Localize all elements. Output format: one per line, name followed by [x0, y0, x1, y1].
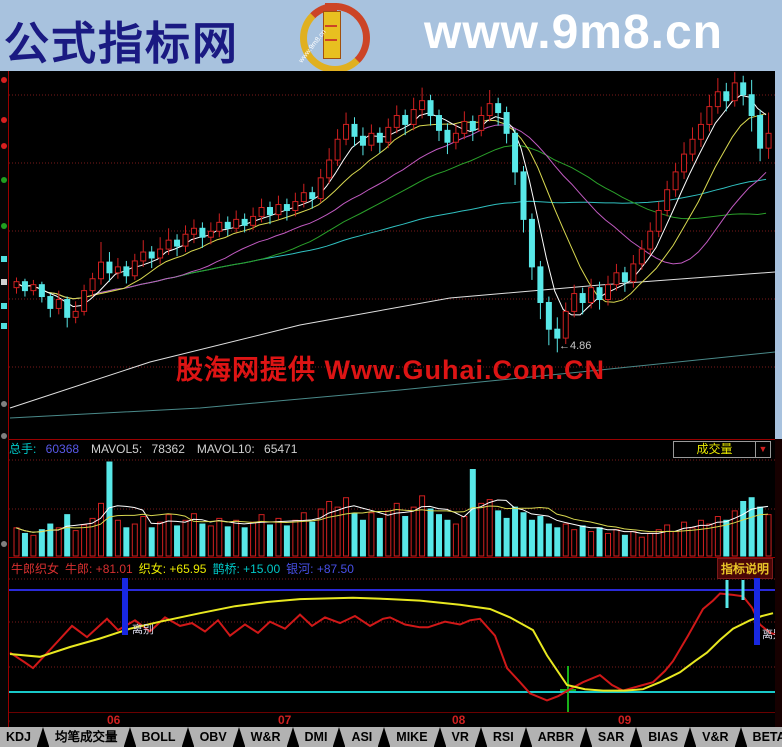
left-panel-fragment: [1, 177, 7, 183]
time-axis-label: 08: [452, 713, 466, 727]
tab-vr[interactable]: VR: [445, 727, 475, 747]
left-panel-fragment: [1, 143, 7, 149]
tab-asi[interactable]: ASI: [345, 727, 379, 747]
left-panel-fragment: [1, 279, 7, 285]
indicator-readout: 牛郎: +81.01: [65, 562, 133, 576]
left-panel-fragment: [1, 541, 7, 547]
indicator-help-button[interactable]: 指标说明: [716, 558, 773, 579]
tab-separator-icon: [378, 727, 391, 746]
tab-mike[interactable]: MIKE: [390, 727, 434, 747]
time-axis-label: 06: [107, 713, 121, 727]
indicator-readout: 牛郎织女: [11, 562, 60, 576]
watermark-text: 股海网提供 Www.Guhai.Com.CN: [176, 355, 605, 385]
tab-bias[interactable]: BIAS: [642, 727, 685, 747]
site-logo-icon: www.9m8.cn: [297, 1, 370, 73]
tab-boll[interactable]: BOLL: [135, 727, 182, 747]
tab-rsi[interactable]: RSI: [486, 727, 520, 747]
indicator-selector[interactable]: 成交量 ▼: [673, 441, 771, 458]
site-url: www.9m8.cn: [424, 6, 723, 59]
tab-separator-icon: [37, 727, 50, 746]
left-panel-edge: [0, 71, 9, 727]
tab-kdj[interactable]: KDJ: [0, 727, 38, 747]
tab-separator-icon: [123, 727, 136, 746]
left-panel-fragment: [1, 303, 7, 309]
left-panel-fragment: [1, 323, 7, 329]
indicator-readout: 鹊桥: +15.00: [212, 562, 281, 576]
tab-separator-icon: [630, 727, 643, 746]
volume-readout: MAVOL10: 65471: [196, 442, 298, 456]
site-name: 公式指标网: [4, 18, 240, 69]
indicator-line-chart: 离别 离别: [9, 578, 775, 713]
volume-pane: 总手: 60368 MAVOL5: 78362 MAVOL10: 65471 成交量…: [9, 439, 775, 558]
tab-separator-icon: [684, 727, 697, 746]
volume-bars-chart: [9, 459, 775, 557]
tab-separator-icon: [181, 727, 194, 746]
indicator-tab-bar: KDJ 均笔成交量 BOLL OBV W&R DMI ASI MIKE VR RSI ARBR SAR…: [0, 727, 782, 747]
dropdown-arrow-icon[interactable]: ▼: [755, 442, 770, 457]
tab-sar[interactable]: SAR: [591, 727, 631, 747]
tab-separator-icon: [286, 727, 299, 746]
right-window-edge-bottom: [775, 439, 782, 727]
left-panel-fragment: [1, 117, 7, 123]
right-window-edge-top: [775, 71, 782, 439]
logo-figure-body: [323, 11, 341, 59]
low-price-annotation: ←4.86: [559, 340, 592, 352]
volume-readout: MAVOL5: 78362: [91, 442, 185, 456]
left-panel-fragment: [1, 256, 7, 262]
tab-wr[interactable]: W&R: [244, 727, 287, 747]
tab-beta[interactable]: BETA: [746, 727, 782, 747]
tab-vr2[interactable]: V&R: [696, 727, 735, 747]
left-panel-fragment: [1, 77, 7, 83]
indicator-readouts: 牛郎织女 牛郎: +81.01 织女: +65.95 鹊桥: +15.00 银河: +8…: [11, 560, 777, 578]
left-panel-fragment: [1, 223, 7, 229]
tab-separator-icon: [734, 727, 747, 746]
tab-separator-icon: [333, 727, 346, 746]
time-axis-label: 5: [9, 713, 10, 727]
time-axis-label: 07: [278, 713, 292, 727]
tab-avg-volume[interactable]: 均笔成交量: [49, 727, 124, 747]
time-axis-label: 09: [618, 713, 632, 727]
indicator-readout: 银河: +87.50: [286, 562, 354, 576]
svg-text:离别: 离别: [132, 622, 154, 636]
tab-obv[interactable]: OBV: [193, 727, 233, 747]
left-panel-fragment: [1, 401, 7, 407]
tab-separator-icon: [519, 727, 532, 746]
volume-readouts: 总手: 60368 MAVOL5: 78362 MAVOL10: 65471: [9, 440, 775, 459]
indicator-readout: 织女: +65.95: [138, 562, 207, 576]
svg-text:离别: 离别: [762, 627, 775, 641]
tab-separator-icon: [579, 727, 592, 746]
site-banner: 公式指标网 www.9m8.cn www.9m8.cn: [0, 0, 782, 73]
indicator-selector-label[interactable]: 成交量: [696, 442, 733, 456]
logo-figure-head: [325, 3, 337, 13]
tab-arbr[interactable]: ARBR: [531, 727, 580, 747]
left-panel-fragment: [1, 433, 7, 439]
tab-separator-icon: [433, 727, 446, 746]
main-candlestick-chart: [9, 71, 775, 439]
volume-readout: 总手: 60368: [9, 442, 80, 456]
time-axis: 5 06 07 08 09: [9, 713, 775, 727]
tab-dmi[interactable]: DMI: [298, 727, 334, 747]
indicator-pane: 牛郎织女 牛郎: +81.01 织女: +65.95 鹊桥: +15.00 银河: +8…: [9, 558, 775, 714]
tab-separator-icon: [474, 727, 487, 746]
tab-separator-icon: [232, 727, 245, 746]
